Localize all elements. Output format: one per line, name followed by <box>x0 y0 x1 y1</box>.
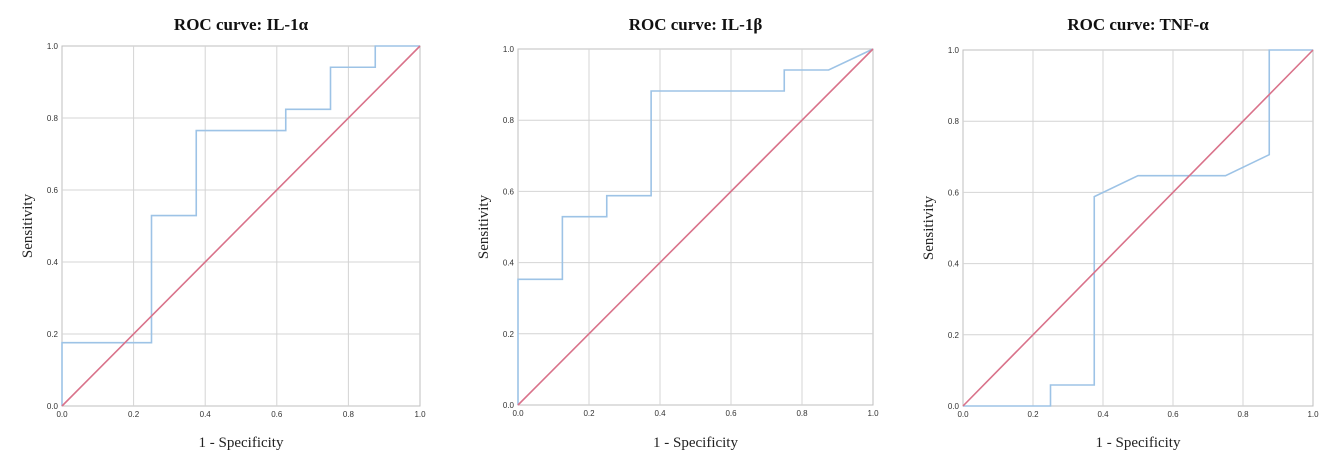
plot-frame <box>962 49 1314 407</box>
x-axis-label: 1 - Specificity <box>199 435 284 451</box>
roc-curve-line <box>517 48 874 405</box>
chart-title: ROC curve: TNF-α <box>1067 15 1209 34</box>
reference-diagonal-line <box>61 45 421 407</box>
y-tick-label: 1.0 <box>948 46 960 55</box>
y-tick-label: 0.8 <box>503 116 515 125</box>
y-axis-label: Sensitivity <box>20 193 36 258</box>
x-tick-label: 0.2 <box>128 410 140 419</box>
chart-title: ROC curve: IL-1β <box>629 15 763 34</box>
x-tick-label: 0.8 <box>796 409 808 418</box>
y-tick-label: 0.2 <box>47 330 59 339</box>
y-tick-label: 1.0 <box>503 45 515 54</box>
x-tick-label: 1.0 <box>1307 410 1319 419</box>
y-tick-label: 0.4 <box>503 259 515 268</box>
x-tick-label: 0.4 <box>1097 410 1109 419</box>
chart-panel-1: 0.0 0.2 0.4 0.6 0.8 1.0 0.0 0.2 0.4 0.6 0.8 1.0 ROC … <box>20 15 426 451</box>
y-tick-label: 0.8 <box>47 114 59 123</box>
chart-title: ROC curve: IL-1α <box>174 15 309 34</box>
x-tick-label: 0.4 <box>200 410 212 419</box>
x-axis-label: 1 - Specificity <box>1096 435 1181 451</box>
x-tick-label: 0.0 <box>56 410 68 419</box>
x-tick-label: 0.8 <box>343 410 355 419</box>
x-tick-label: 0.6 <box>271 410 283 419</box>
x-tick-label: 0.4 <box>654 409 666 418</box>
x-axis-label: 1 - Specificity <box>653 435 738 451</box>
chart-panel-2: 0.0 0.2 0.4 0.6 0.8 1.0 0.0 0.2 0.4 0.6 0.8 1.0 ROC … <box>476 15 879 451</box>
y-tick-label: 0.6 <box>503 187 515 196</box>
x-tick-label: 1.0 <box>867 409 879 418</box>
y-axis-label: Sensitivity <box>476 194 492 259</box>
y-tick-label: 0.0 <box>948 402 960 411</box>
y-tick-label: 0.2 <box>948 331 960 340</box>
roc-curve-line <box>963 49 1313 407</box>
y-tick-label: 0.4 <box>948 260 960 269</box>
y-tick-label: 0.4 <box>47 258 59 267</box>
x-tick-label: 0.6 <box>1167 410 1179 419</box>
chart-panel-3: 0.0 0.2 0.4 0.6 0.8 1.0 0.0 0.2 0.4 0.6 0.8 1.0 ROC … <box>921 15 1319 451</box>
reference-diagonal-line <box>962 49 1314 407</box>
y-tick-label: 1.0 <box>47 42 59 51</box>
x-tick-label: 0.6 <box>725 409 737 418</box>
plot-frame <box>517 48 874 406</box>
x-tick-label: 1.0 <box>414 410 426 419</box>
x-tick-label: 0.2 <box>583 409 595 418</box>
x-tick-label: 0.2 <box>1027 410 1039 419</box>
y-tick-label: 0.8 <box>948 117 960 126</box>
y-axis-label: Sensitivity <box>921 195 937 260</box>
plot-frame <box>61 45 421 407</box>
x-tick-label: 0.8 <box>1237 410 1249 419</box>
x-tick-label: 0.0 <box>957 410 969 419</box>
y-tick-label: 0.2 <box>503 330 515 339</box>
y-tick-label: 0.6 <box>47 186 59 195</box>
x-tick-label: 0.0 <box>512 409 524 418</box>
roc-curve-line <box>61 45 420 406</box>
y-tick-label: 0.0 <box>47 402 59 411</box>
y-tick-label: 0.6 <box>948 188 960 197</box>
reference-diagonal-line <box>517 48 874 406</box>
y-tick-label: 0.0 <box>503 401 515 410</box>
